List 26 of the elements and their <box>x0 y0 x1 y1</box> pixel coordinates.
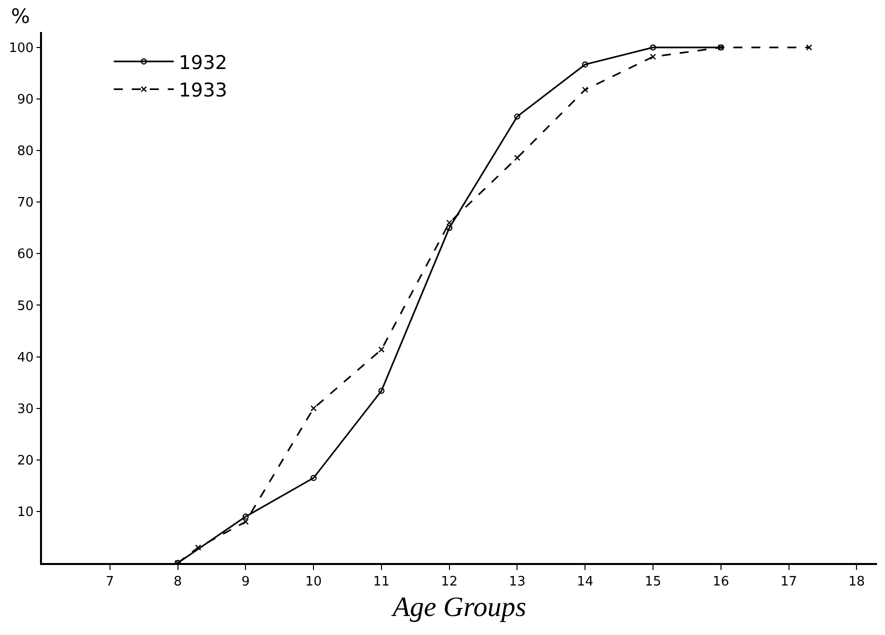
x-tick-label: 17 <box>780 574 798 590</box>
y-axis-title: % <box>11 4 30 28</box>
x-tick-label: 7 <box>106 574 114 590</box>
x-axis-title: Age Groups <box>390 592 526 623</box>
x-tick-label: 8 <box>174 574 182 590</box>
x-tick-label: 11 <box>373 574 390 590</box>
x-tick-label: 15 <box>644 574 662 590</box>
legend-label: 1932 <box>178 52 228 74</box>
y-tick-label: 50 <box>17 298 34 314</box>
y-tick-label: 10 <box>17 505 34 520</box>
y-tick-label: 90 <box>17 92 34 108</box>
y-tick-label: 20 <box>17 453 34 468</box>
y-tick-label: 60 <box>17 247 34 262</box>
x-tick-label: 10 <box>305 574 322 590</box>
y-tick-label: 30 <box>17 402 34 417</box>
y-tick-label: 100 <box>8 41 34 56</box>
x-tick-label: 12 <box>441 574 458 590</box>
x-tick-label: 16 <box>712 574 730 590</box>
x-tick-label: 18 <box>848 574 865 590</box>
legend-label: 1933 <box>178 80 228 102</box>
x-tick-label: 9 <box>242 574 250 590</box>
x-tick-label: 14 <box>576 574 594 590</box>
y-tick-label: 80 <box>17 144 34 160</box>
y-tick-label: 40 <box>17 350 34 366</box>
x-tick-label: 13 <box>508 574 526 590</box>
y-tick-label: 70 <box>17 196 34 211</box>
